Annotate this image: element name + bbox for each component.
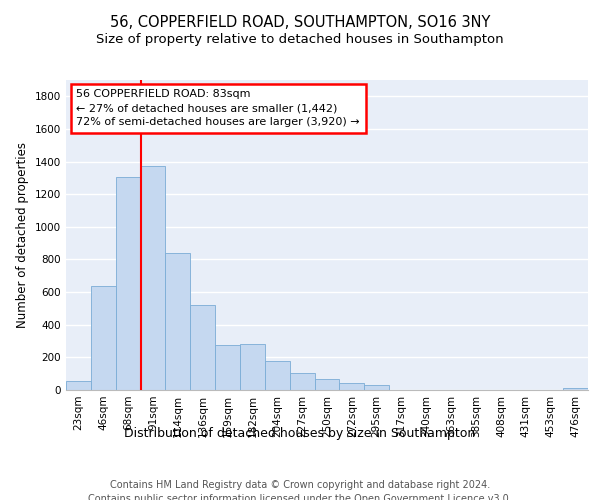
Bar (116, 177, 140, 390)
Bar (290, 373, 314, 390)
Bar (240, 344, 265, 390)
Bar (166, 253, 190, 390)
Text: Contains HM Land Registry data © Crown copyright and database right 2024.
Contai: Contains HM Land Registry data © Crown c… (88, 480, 512, 500)
Bar (265, 362, 290, 390)
Bar (215, 345, 240, 390)
Bar (563, 388, 588, 390)
Bar (190, 305, 215, 390)
Bar (140, 166, 166, 390)
Text: 56, COPPERFIELD ROAD, SOUTHAMPTON, SO16 3NY: 56, COPPERFIELD ROAD, SOUTHAMPTON, SO16 … (110, 15, 490, 30)
Text: 56 COPPERFIELD ROAD: 83sqm
← 27% of detached houses are smaller (1,442)
72% of s: 56 COPPERFIELD ROAD: 83sqm ← 27% of deta… (76, 90, 360, 128)
Bar (364, 385, 389, 390)
Bar (340, 384, 364, 390)
Text: Size of property relative to detached houses in Southampton: Size of property relative to detached ho… (96, 32, 504, 46)
Y-axis label: Number of detached properties: Number of detached properties (16, 142, 29, 328)
Bar (91, 286, 116, 390)
Bar (314, 380, 340, 390)
Bar (66, 381, 91, 390)
Text: Distribution of detached houses by size in Southampton: Distribution of detached houses by size … (124, 428, 476, 440)
